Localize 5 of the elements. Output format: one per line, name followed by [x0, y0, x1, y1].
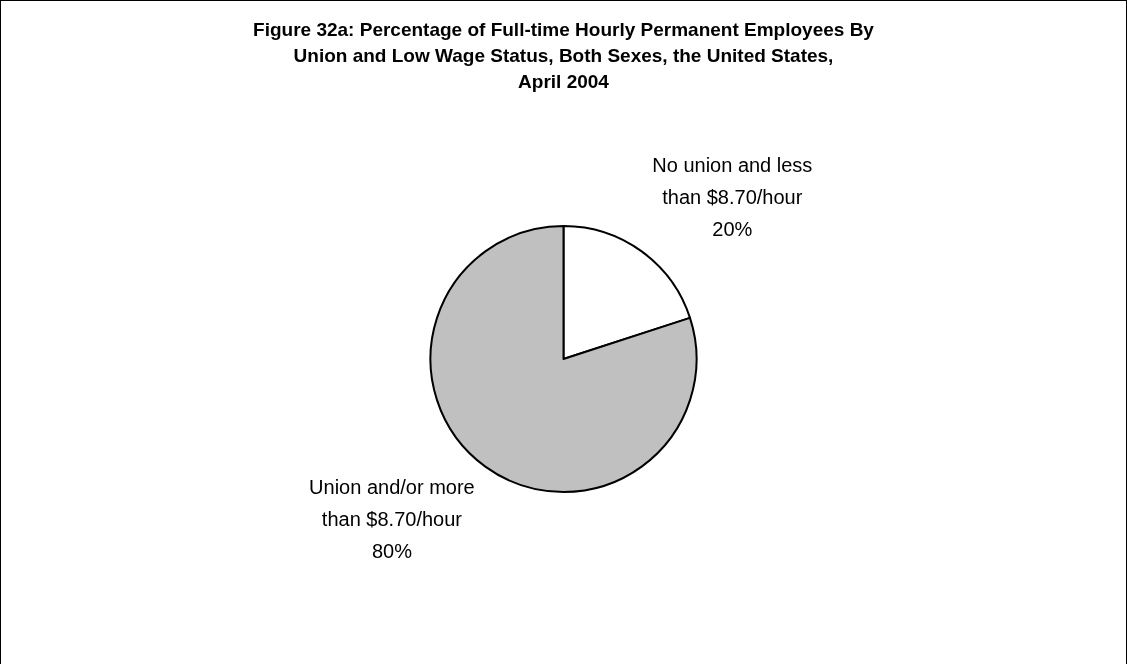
chart-title: Figure 32a: Percentage of Full-time Hourly Permanent Employees By Union and Low Wage Status, Both Sexes, the United States, April 2004 [252, 18, 875, 94]
slice-label: Union and/or more than $8.70/hour [309, 475, 475, 530]
data-label: 80% [371, 539, 413, 562]
data-label: 20% [712, 217, 753, 240]
slice-label: No union and less than $8.70/hour [652, 153, 813, 208]
